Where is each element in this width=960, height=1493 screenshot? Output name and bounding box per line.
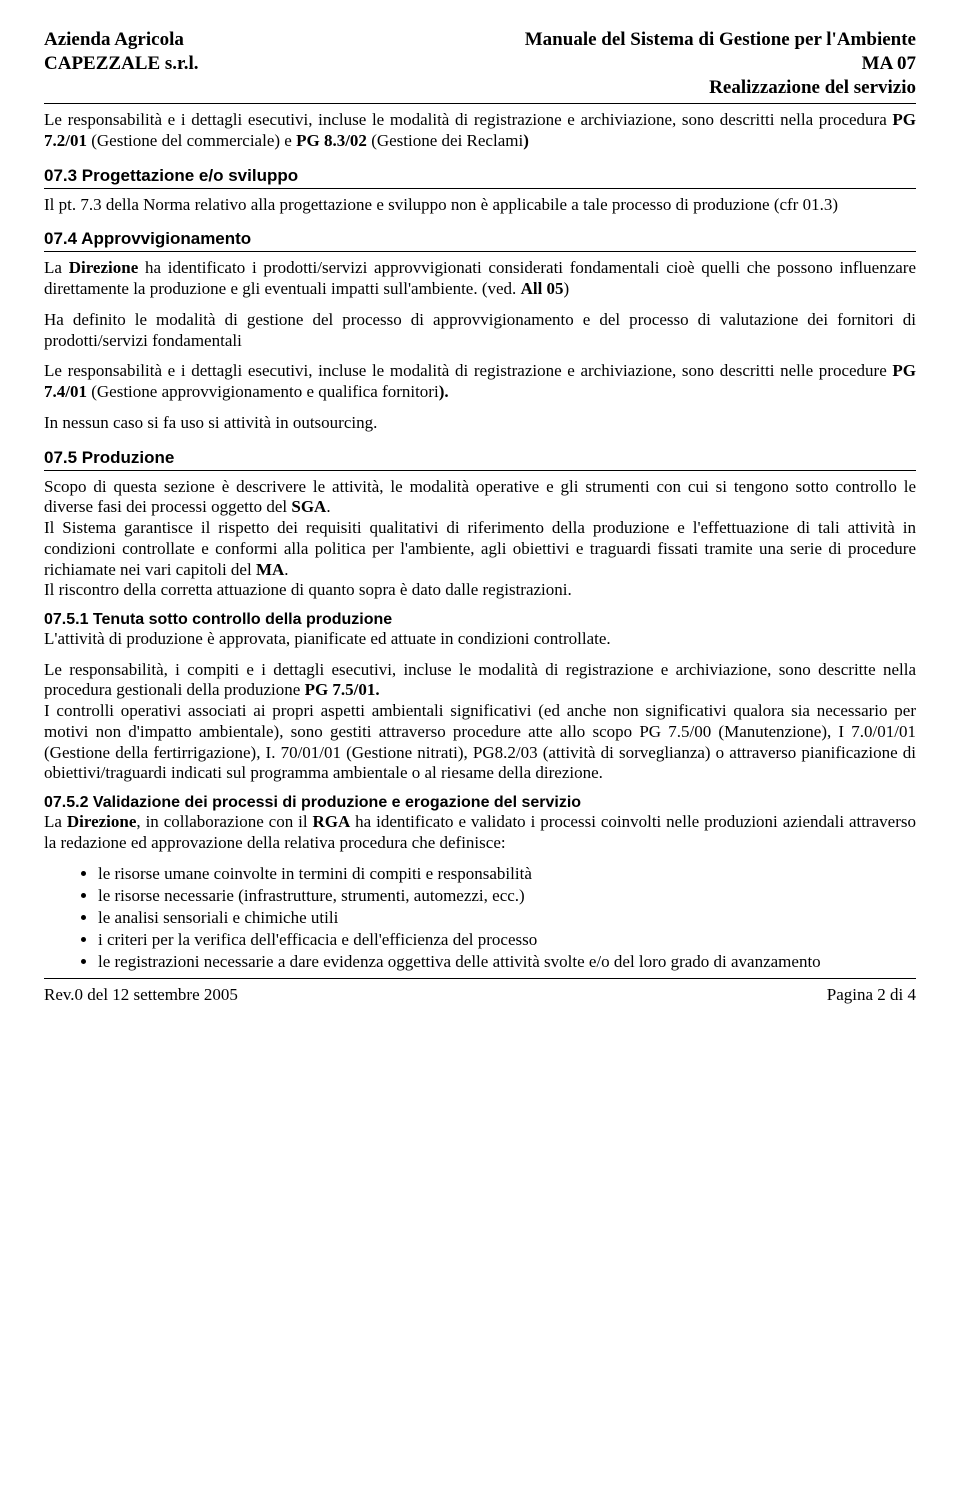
section-0752-title: 07.5.2 Validazione dei processi di produ… [44, 794, 916, 812]
header-right: Manuale del Sistema di Gestione per l'Am… [525, 28, 916, 99]
page-footer: Rev.0 del 12 settembre 2005 Pagina 2 di … [44, 985, 916, 1005]
section-0752-p1: La Direzione, in collaborazione con il R… [44, 812, 916, 853]
list-item: le risorse necessarie (infrastrutture, s… [98, 886, 916, 906]
section-073-rule [44, 188, 916, 189]
section-0751-p3: I controlli operativi associati ai propr… [44, 701, 916, 784]
header-right-line1: Manuale del Sistema di Gestione per l'Am… [525, 29, 916, 50]
section-075-p2: Il Sistema garantisce il rispetto dei re… [44, 518, 916, 580]
footer-rule [44, 978, 916, 979]
list-item: le registrazioni necessarie a dare evide… [98, 952, 916, 972]
list-item: i criteri per la verifica dell'efficacia… [98, 930, 916, 950]
section-074-rule [44, 251, 916, 252]
header-left: Azienda Agricola CAPEZZALE s.r.l. [44, 28, 199, 99]
section-075-p1: Scopo di questa sezione è descrivere le … [44, 477, 916, 518]
section-0751-p1: L'attività di produzione è approvata, pi… [44, 629, 916, 650]
section-074-p4: In nessun caso si fa uso si attività in … [44, 413, 916, 434]
section-074-p3: Le responsabilità e i dettagli esecutivi… [44, 361, 916, 402]
section-074-title: 07.4 Approvvigionamento [44, 229, 916, 249]
bullet-list: le risorse umane coinvolte in termini di… [44, 864, 916, 972]
list-item: le analisi sensoriali e chimiche utili [98, 908, 916, 928]
page-header: Azienda Agricola CAPEZZALE s.r.l. Manuale… [44, 28, 916, 99]
footer-right: Pagina 2 di 4 [827, 985, 916, 1005]
section-075-rule [44, 470, 916, 471]
header-left-line1: Azienda Agricola [44, 29, 184, 50]
section-0751-title: 07.5.1 Tenuta sotto controllo della prod… [44, 611, 916, 629]
section-0751-p2: Le responsabilità, i compiti e i dettagl… [44, 660, 916, 701]
header-left-line2: CAPEZZALE s.r.l. [44, 53, 199, 74]
header-right-line2: MA 07 [862, 53, 916, 74]
header-rule [44, 103, 916, 104]
footer-left: Rev.0 del 12 settembre 2005 [44, 985, 238, 1005]
intro-paragraph: Le responsabilità e i dettagli esecutivi… [44, 110, 916, 151]
list-item: le risorse umane coinvolte in termini di… [98, 864, 916, 884]
section-074-p1: La Direzione ha identificato i prodotti/… [44, 258, 916, 299]
section-075-p3: Il riscontro della corretta attuazione d… [44, 580, 916, 601]
section-074-p2: Ha definito le modalità di gestione del … [44, 310, 916, 351]
section-073-para: Il pt. 7.3 della Norma relativo alla pro… [44, 195, 916, 216]
section-073-title: 07.3 Progettazione e/o sviluppo [44, 166, 916, 186]
section-075-title: 07.5 Produzione [44, 448, 916, 468]
header-right-line3: Realizzazione del servizio [709, 77, 916, 98]
